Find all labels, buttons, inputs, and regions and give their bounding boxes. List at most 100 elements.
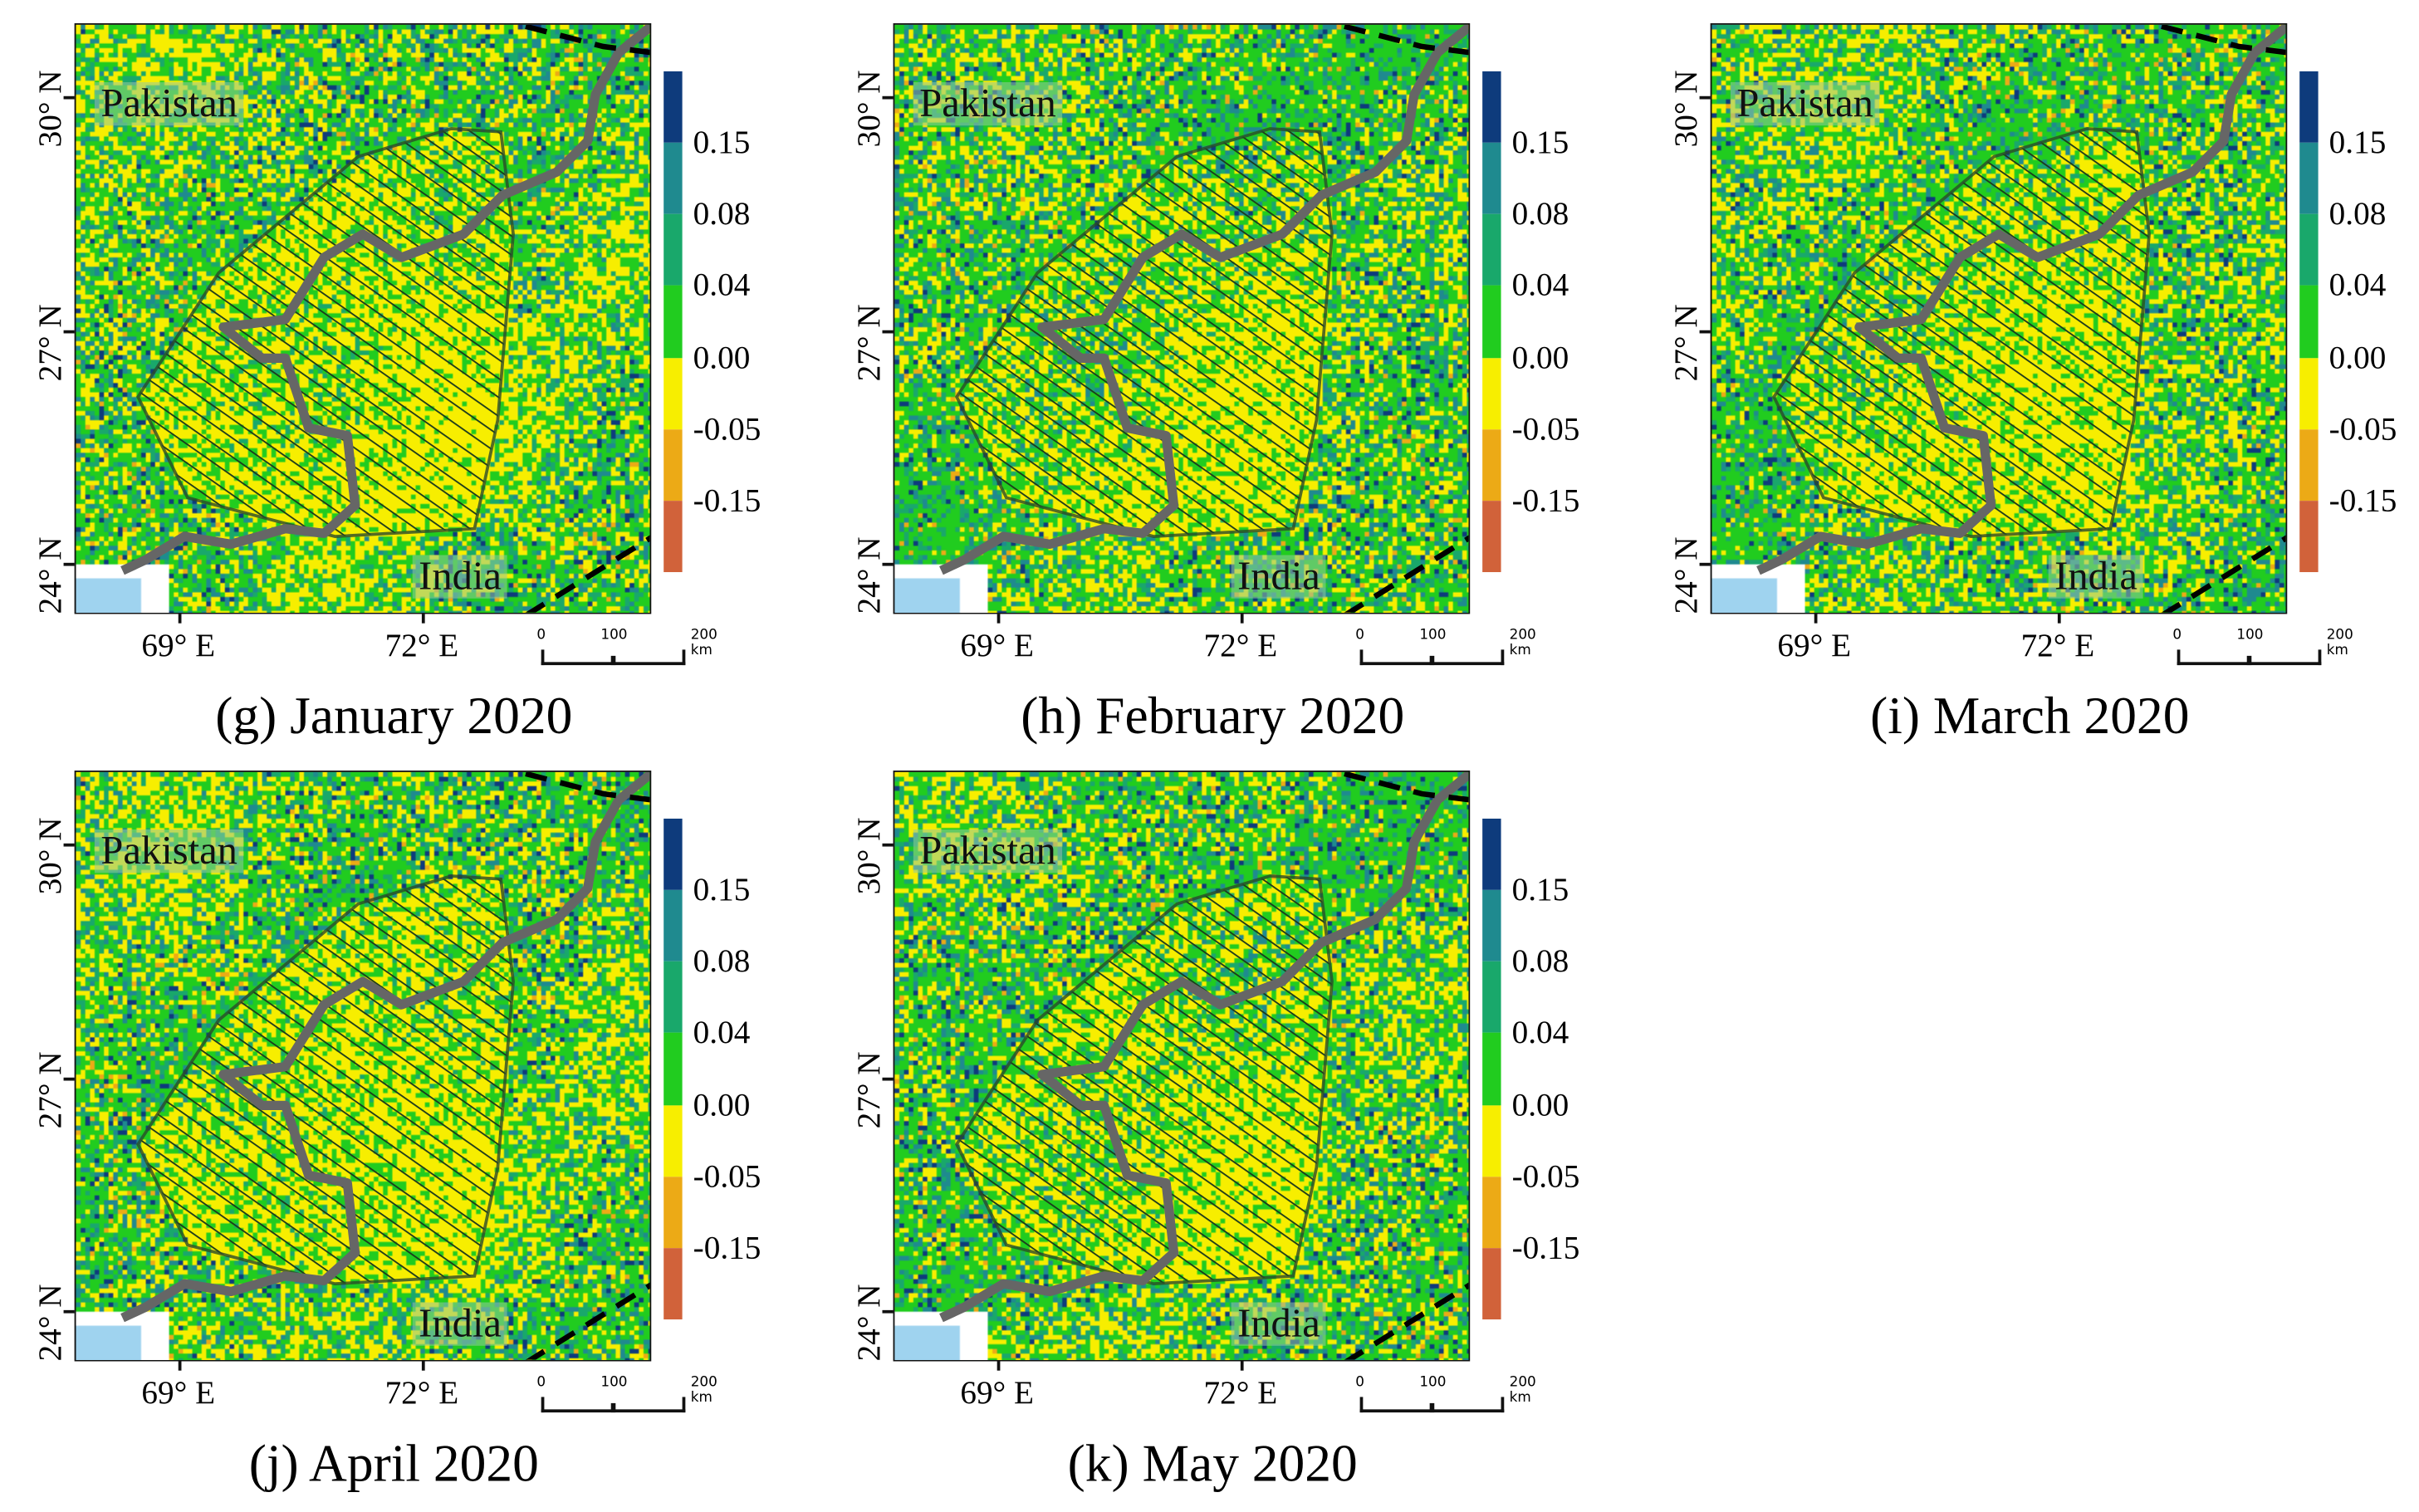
colorbar-label: 0.04 — [1511, 267, 1569, 304]
colorbar-label: 0.04 — [1511, 1014, 1569, 1051]
map-overlay — [120, 771, 650, 1360]
map-panel: Pakistan India 30° N 27° N 24° N 69° E 72° E 0.… — [0, 0, 806, 746]
colorbar-swatch — [664, 143, 683, 215]
latitude-tick-mark — [882, 1309, 894, 1313]
scale-bar-label: 200 km — [1509, 628, 1536, 659]
indus-river-line — [120, 24, 650, 575]
study-area-polygon — [954, 127, 1334, 538]
international-border-line — [1344, 24, 1469, 56]
colorbar-label: -0.15 — [1511, 481, 1580, 519]
map-image: Pakistan India — [893, 23, 1471, 614]
colorbar-swatch — [664, 1176, 683, 1248]
longitude-tick-mark — [421, 614, 424, 624]
colorbar-swatch — [1482, 286, 1501, 358]
colorbar-label: 0.08 — [1511, 942, 1569, 980]
colorbar-label: -0.15 — [2328, 481, 2397, 519]
longitude-tick-mark — [1240, 1361, 1243, 1371]
colorbar-label: 0.15 — [693, 870, 751, 908]
country-label-india: India — [2048, 555, 2144, 599]
colorbar-swatch — [664, 890, 683, 962]
international-border-line — [525, 771, 650, 803]
colorbar-swatch — [1482, 71, 1501, 144]
international-border-line — [1344, 535, 1469, 613]
scale-bar: 0 100 200 km — [536, 628, 717, 674]
colorbar-swatch — [1482, 962, 1501, 1034]
longitude-tick-mark — [996, 614, 1000, 624]
map-panel: Pakistan India 30° N 27° N 24° N 69° E 72° E 0.… — [819, 0, 1625, 746]
colorbar-swatch — [664, 818, 683, 891]
colorbar-swatch — [664, 1104, 683, 1177]
scale-bar-label: 0 — [536, 628, 546, 643]
colorbar-swatch — [1482, 818, 1501, 891]
colorbar-swatch — [664, 286, 683, 358]
map-image: Pakistan India — [1710, 23, 2288, 614]
colorbar — [1482, 818, 1501, 1320]
scale-bar-midtick — [1429, 1402, 1434, 1413]
colorbar-label: 0.15 — [2328, 123, 2387, 161]
longitude-tick-mark — [2057, 614, 2060, 624]
scale-bar-label: 200 km — [2326, 628, 2353, 659]
colorbar-label: 0.08 — [1511, 194, 1569, 232]
scale-bar-midtick — [1429, 655, 1434, 666]
longitude-tick-label: 72° E — [2020, 626, 2095, 664]
colorbar-label: 0.08 — [693, 194, 751, 232]
longitude-tick-label: 72° E — [1203, 1373, 1278, 1412]
longitude-tick-mark — [178, 614, 181, 624]
map-panel: Pakistan India 30° N 27° N 24° N 69° E 72° E 0.… — [819, 747, 1625, 1493]
scale-bar-label: 0 — [2172, 628, 2182, 643]
latitude-tick-mark — [882, 95, 894, 99]
study-area-polygon — [1772, 127, 2151, 538]
scale-bar-label: 100 — [600, 628, 628, 643]
colorbar-swatch — [1482, 500, 1501, 573]
indus-river-line — [1756, 24, 2286, 575]
colorbar-label: 0.00 — [693, 1085, 751, 1123]
colorbar-label: 0.04 — [2328, 267, 2387, 304]
latitude-tick-mark — [1699, 95, 1711, 99]
colorbar-label: 0.15 — [1511, 123, 1569, 161]
colorbar-swatch — [664, 1247, 683, 1320]
country-label-pakistan: Pakistan — [913, 81, 1063, 126]
colorbar-label: 0.15 — [693, 123, 751, 161]
latitude-tick-mark — [63, 95, 75, 99]
colorbar-label: 0.00 — [1511, 1085, 1569, 1123]
country-label-india: India — [412, 1302, 508, 1346]
colorbar-swatch — [2299, 428, 2319, 501]
latitude-tick-label: 30° N — [850, 70, 888, 148]
colorbar-label: 0.00 — [1511, 338, 1569, 376]
colorbar-swatch — [1482, 143, 1501, 215]
latitude-tick-label: 27° N — [31, 1051, 69, 1129]
panel-caption: (g) January 2020 — [215, 688, 573, 746]
longitude-tick-label: 72° E — [1203, 626, 1278, 664]
colorbar-swatch — [2299, 143, 2319, 215]
study-area-polygon — [954, 874, 1334, 1286]
country-label-pakistan: Pakistan — [1730, 81, 1880, 126]
scale-bar: 0 100 200 km — [536, 1375, 717, 1421]
latitude-tick-label: 30° N — [850, 817, 888, 895]
scale-bar-label: 0 — [1355, 1375, 1364, 1391]
longitude-tick-mark — [1814, 614, 1817, 624]
country-label-india: India — [412, 555, 508, 599]
colorbar-swatch — [2299, 357, 2319, 429]
study-area-polygon — [136, 127, 515, 538]
colorbar-label: 0.08 — [2328, 194, 2387, 232]
scale-bar: 0 100 200 km — [1355, 1375, 1536, 1421]
latitude-tick-mark — [63, 1309, 75, 1313]
colorbar-label: -0.05 — [1511, 1157, 1580, 1195]
colorbar-label: -0.05 — [2328, 409, 2397, 448]
colorbar-swatch — [2299, 286, 2319, 358]
map-panel: Pakistan India 30° N 27° N 24° N 69° E 72° E 0.… — [0, 747, 806, 1493]
colorbar-label: 0.00 — [693, 338, 751, 376]
map-image: Pakistan India — [74, 771, 652, 1362]
colorbar-label: -0.15 — [693, 481, 761, 519]
indus-river-line — [939, 771, 1469, 1323]
longitude-tick-label: 69° E — [141, 1373, 216, 1412]
longitude-tick-label: 69° E — [960, 626, 1035, 664]
latitude-tick-mark — [882, 1077, 894, 1080]
colorbar — [2299, 71, 2319, 573]
colorbar-swatch — [1482, 214, 1501, 286]
latitude-tick-label: 27° N — [31, 304, 69, 382]
colorbar — [664, 818, 683, 1320]
scale-bar-label: 0 — [536, 1375, 546, 1391]
map-image: Pakistan India — [893, 771, 1471, 1362]
